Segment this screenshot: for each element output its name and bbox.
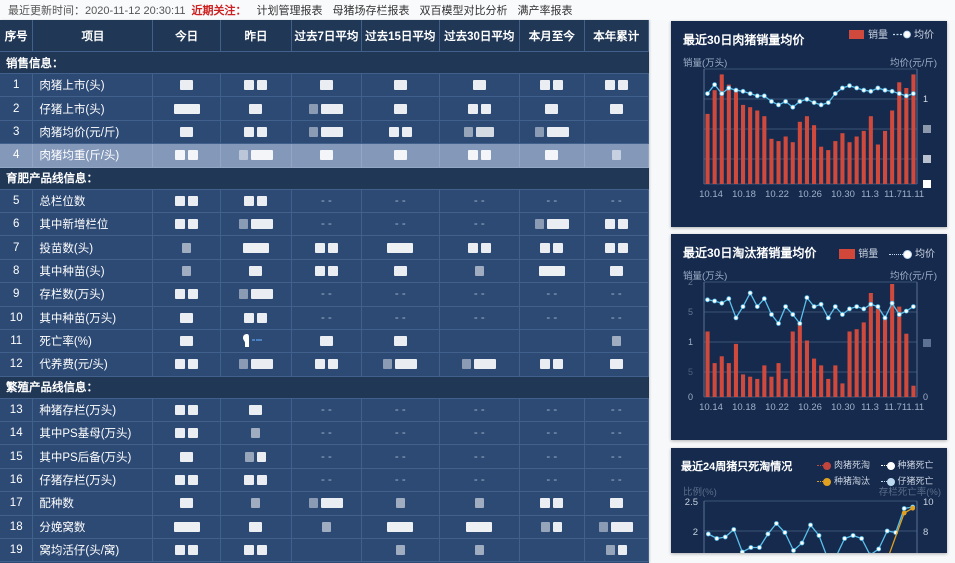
svg-text:11.11: 11.11 [902, 402, 924, 413]
svg-text:11.3: 11.3 [861, 189, 879, 200]
svg-text:10.30: 10.30 [831, 189, 855, 200]
svg-text:0: 0 [688, 392, 693, 402]
svg-text:5: 5 [688, 367, 693, 377]
svg-text:10.14: 10.14 [699, 189, 723, 200]
svg-text:10.22: 10.22 [765, 402, 789, 413]
svg-text:10: 10 [923, 497, 934, 508]
svg-text:10.18: 10.18 [732, 402, 756, 413]
svg-text:5: 5 [688, 307, 693, 317]
svg-text:1: 1 [688, 337, 693, 347]
svg-text:10.22: 10.22 [765, 189, 789, 200]
svg-text:11.7: 11.7 [884, 189, 902, 200]
svg-text:11.11: 11.11 [902, 189, 924, 200]
svg-text:2: 2 [688, 277, 693, 287]
svg-text:0: 0 [923, 392, 928, 402]
svg-text:2: 2 [693, 527, 698, 538]
svg-text:1: 1 [923, 94, 928, 104]
svg-text:10.26: 10.26 [798, 189, 822, 200]
svg-text:11.7: 11.7 [884, 402, 902, 413]
svg-text:2.5: 2.5 [685, 497, 698, 508]
svg-text:8: 8 [923, 527, 928, 538]
svg-text:10.14: 10.14 [699, 402, 723, 413]
svg-text:10.30: 10.30 [831, 402, 855, 413]
svg-text:10.18: 10.18 [732, 189, 756, 200]
svg-text:11.3: 11.3 [861, 402, 879, 413]
svg-text:10.26: 10.26 [798, 402, 822, 413]
